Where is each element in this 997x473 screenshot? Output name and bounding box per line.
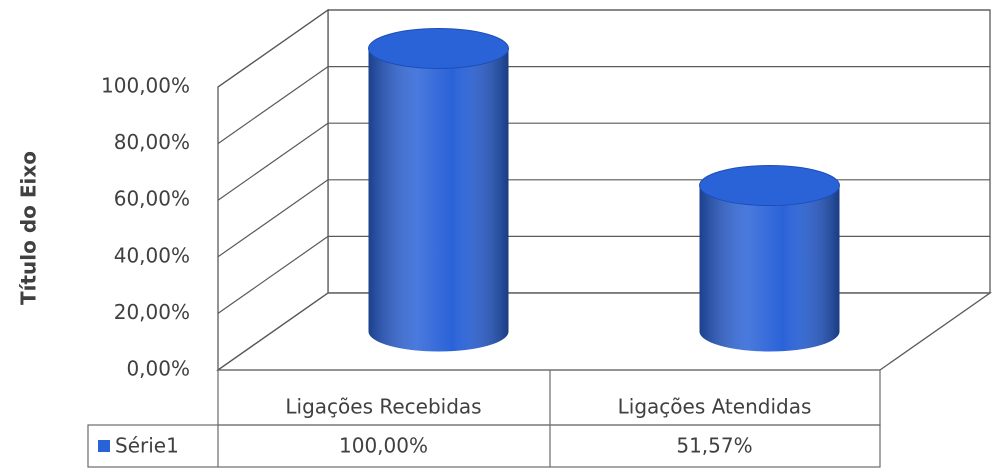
value-label: 100,00% [339, 434, 428, 458]
grid-line [217, 9, 329, 88]
y-tick-label: 40,00% [114, 243, 190, 267]
legend-swatch [98, 440, 110, 452]
y-tick-label: 0,00% [126, 357, 190, 381]
grid-line [217, 66, 329, 145]
bar [699, 165, 840, 352]
bar-shade [699, 185, 840, 352]
y-tick-label: 60,00% [114, 187, 190, 211]
x-tick-label: Ligações Atendidas [618, 395, 812, 419]
grid-line [217, 122, 329, 201]
legend-label: Série1 [115, 434, 179, 458]
y-tick-label: 80,00% [114, 130, 190, 154]
y-tick-label: 100,00% [101, 74, 190, 98]
y-tick-label: 20,00% [114, 300, 190, 324]
y-axis-title: Título do Eixo [17, 151, 41, 305]
x-tick-label: Ligações Recebidas [285, 395, 481, 419]
bar-shade [368, 48, 509, 352]
floor [215, 292, 993, 371]
table-row [87, 424, 881, 468]
grid-line [217, 179, 329, 258]
bar [368, 28, 509, 352]
grid-line [217, 292, 329, 371]
grid-line [217, 235, 329, 314]
bar-top [368, 28, 509, 69]
bar-top [699, 165, 840, 207]
value-label: 51,57% [676, 434, 752, 458]
